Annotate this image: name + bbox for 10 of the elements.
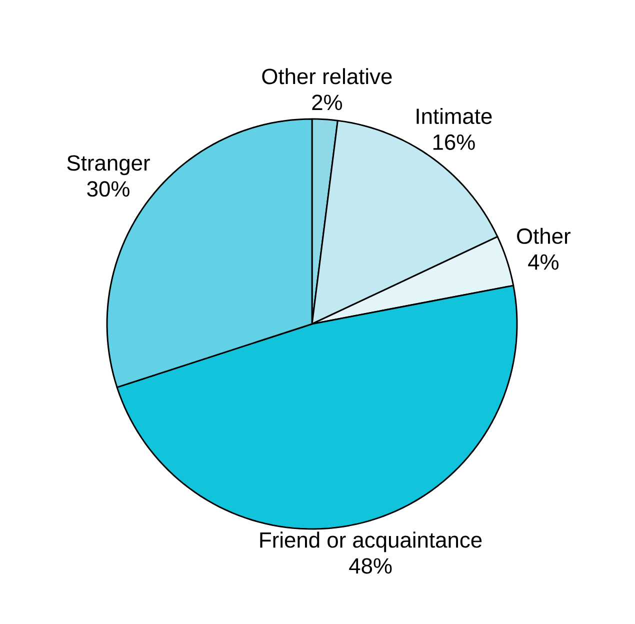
data-label: 30% xyxy=(87,181,130,197)
data-label: 16% xyxy=(433,134,475,150)
data-label: 2% xyxy=(312,94,342,110)
slice-label: Stranger xyxy=(67,155,150,176)
data-label: 4% xyxy=(528,254,558,270)
slice-label: Other relative xyxy=(262,68,392,84)
slice-label: Friend or acquaintance xyxy=(260,532,482,552)
data-label: 48% xyxy=(349,558,392,574)
slice-label: Intimate xyxy=(416,108,492,124)
slice-label: Other xyxy=(517,228,570,244)
